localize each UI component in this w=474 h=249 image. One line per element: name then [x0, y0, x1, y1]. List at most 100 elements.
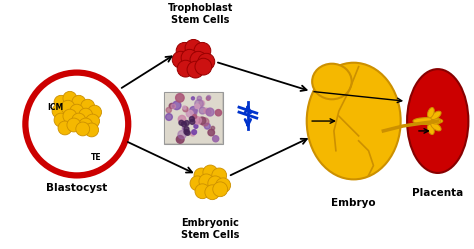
Circle shape	[211, 126, 215, 130]
Circle shape	[205, 185, 219, 200]
Circle shape	[215, 110, 221, 116]
Circle shape	[54, 113, 68, 127]
Circle shape	[184, 126, 189, 131]
Circle shape	[195, 184, 210, 199]
Circle shape	[183, 107, 188, 112]
Circle shape	[86, 114, 100, 128]
Circle shape	[197, 96, 201, 101]
Circle shape	[185, 130, 190, 135]
Circle shape	[208, 176, 223, 191]
Circle shape	[183, 106, 186, 109]
Circle shape	[178, 115, 186, 123]
Circle shape	[195, 104, 200, 109]
Circle shape	[176, 42, 193, 59]
Circle shape	[213, 182, 228, 197]
Text: Blastocyst: Blastocyst	[46, 183, 108, 193]
Circle shape	[182, 122, 186, 127]
Circle shape	[88, 105, 101, 119]
Circle shape	[186, 110, 193, 117]
Circle shape	[169, 103, 174, 108]
Circle shape	[81, 99, 95, 113]
Circle shape	[194, 117, 201, 124]
Circle shape	[190, 107, 197, 114]
Circle shape	[208, 129, 215, 136]
Circle shape	[172, 51, 189, 68]
Circle shape	[194, 124, 198, 128]
Ellipse shape	[431, 123, 441, 131]
Ellipse shape	[312, 64, 352, 99]
Circle shape	[175, 94, 184, 102]
Text: Embryo: Embryo	[331, 198, 376, 208]
Circle shape	[63, 109, 77, 123]
Circle shape	[195, 100, 203, 108]
Circle shape	[52, 104, 66, 118]
Circle shape	[177, 137, 181, 141]
Circle shape	[184, 121, 189, 125]
Circle shape	[203, 165, 218, 180]
Circle shape	[191, 110, 197, 116]
Circle shape	[184, 129, 189, 134]
Circle shape	[63, 91, 77, 105]
Text: Placenta: Placenta	[412, 188, 464, 198]
Circle shape	[213, 136, 219, 142]
Circle shape	[216, 178, 230, 193]
Circle shape	[58, 121, 72, 135]
Circle shape	[61, 100, 75, 114]
Circle shape	[178, 130, 186, 139]
Circle shape	[199, 117, 206, 124]
Ellipse shape	[413, 118, 443, 124]
Ellipse shape	[307, 63, 401, 179]
Ellipse shape	[428, 108, 434, 118]
Circle shape	[190, 51, 207, 68]
Circle shape	[204, 108, 209, 113]
Circle shape	[199, 101, 205, 106]
Ellipse shape	[428, 124, 434, 134]
Circle shape	[199, 107, 206, 114]
Circle shape	[166, 107, 172, 113]
Circle shape	[190, 176, 205, 191]
Ellipse shape	[431, 111, 441, 120]
Circle shape	[185, 39, 202, 56]
Ellipse shape	[407, 69, 468, 173]
Bar	[164, 92, 223, 144]
Text: TE: TE	[91, 153, 101, 162]
Circle shape	[204, 123, 210, 129]
Text: Trophoblast
Stem Cells: Trophoblast Stem Cells	[168, 3, 233, 25]
Ellipse shape	[314, 66, 350, 97]
Text: ICM: ICM	[47, 103, 64, 112]
Circle shape	[179, 120, 184, 125]
Circle shape	[198, 53, 215, 70]
Circle shape	[76, 122, 90, 136]
Circle shape	[177, 60, 194, 77]
Circle shape	[212, 168, 227, 183]
Circle shape	[194, 168, 209, 183]
Circle shape	[54, 95, 68, 109]
Circle shape	[191, 116, 198, 124]
Circle shape	[171, 104, 175, 109]
Circle shape	[199, 174, 214, 189]
Circle shape	[207, 95, 211, 99]
Circle shape	[192, 115, 197, 119]
Circle shape	[191, 97, 194, 100]
Circle shape	[79, 118, 92, 132]
Circle shape	[182, 127, 185, 130]
Circle shape	[70, 104, 84, 118]
Circle shape	[191, 132, 195, 136]
Circle shape	[201, 118, 209, 126]
Circle shape	[190, 120, 195, 124]
Circle shape	[190, 117, 194, 122]
Circle shape	[194, 42, 211, 59]
Circle shape	[72, 95, 86, 109]
Circle shape	[26, 73, 128, 176]
Circle shape	[181, 49, 198, 66]
Circle shape	[192, 130, 197, 134]
Circle shape	[165, 114, 173, 121]
Text: Embryonic
Stem Cells: Embryonic Stem Cells	[181, 218, 239, 240]
Circle shape	[79, 108, 92, 122]
Circle shape	[187, 61, 204, 78]
Ellipse shape	[431, 118, 440, 124]
Circle shape	[206, 109, 211, 115]
Circle shape	[173, 101, 181, 110]
Circle shape	[72, 113, 86, 127]
Circle shape	[176, 135, 184, 143]
